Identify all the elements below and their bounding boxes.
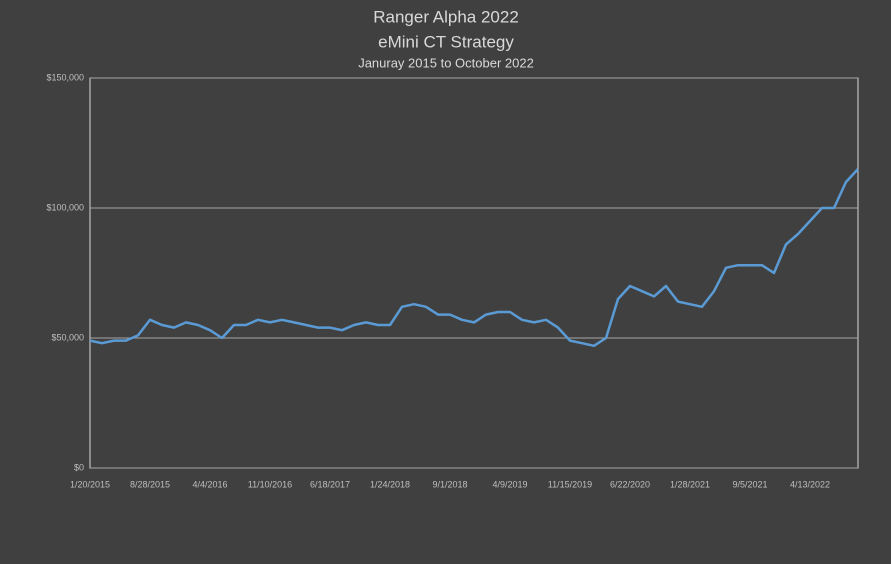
x-tick-label: 9/5/2021 [732,479,767,489]
chart-title: Ranger Alpha 2022 [373,7,519,26]
y-tick-label: $50,000 [51,332,84,342]
x-tick-label: 6/22/2020 [610,479,650,489]
y-tick-label: $100,000 [46,202,84,212]
chart-subtitle: eMini CT Strategy [378,32,514,51]
x-tick-label: 9/1/2018 [432,479,467,489]
x-tick-label: 4/9/2019 [492,479,527,489]
y-tick-label: $0 [74,462,84,472]
x-tick-label: 8/28/2015 [130,479,170,489]
x-tick-label: 4/13/2022 [790,479,830,489]
x-tick-label: 11/15/2019 [548,479,592,489]
x-tick-label: 6/18/2017 [310,479,350,489]
chart-subtitle: Januray 2015 to October 2022 [358,55,534,70]
x-tick-label: 1/20/2015 [70,479,110,489]
x-tick-label: 1/24/2018 [370,479,410,489]
line [89,168,859,348]
x-tick-label: 1/28/2021 [670,479,710,489]
y-tick-label: $150,000 [46,72,84,82]
x-tick-label: 4/4/2016 [192,479,227,489]
x-tick-label: 11/10/2016 [248,479,292,489]
